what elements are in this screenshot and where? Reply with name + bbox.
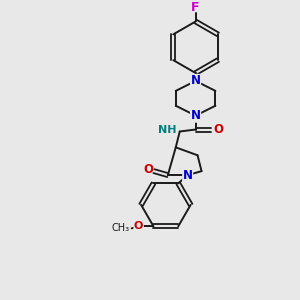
Text: N: N xyxy=(190,74,201,88)
Text: O: O xyxy=(143,163,153,176)
Text: NH: NH xyxy=(158,124,177,134)
Text: N: N xyxy=(190,109,201,122)
Text: F: F xyxy=(191,1,200,14)
Text: O: O xyxy=(134,221,143,231)
Text: CH₃: CH₃ xyxy=(112,223,130,233)
Text: N: N xyxy=(183,169,193,182)
Text: O: O xyxy=(213,123,224,136)
